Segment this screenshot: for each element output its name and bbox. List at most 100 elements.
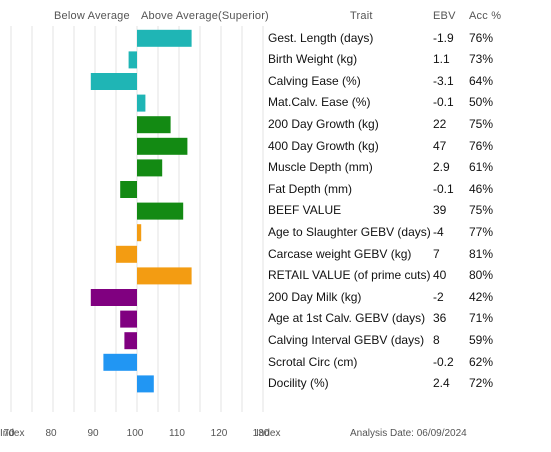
ebv-header: EBV	[433, 10, 456, 22]
bar	[120, 181, 137, 198]
above-average-label: Above Average(Superior)	[141, 10, 269, 22]
x-tick-label: 80	[45, 428, 57, 439]
trait-row: BEEF VALUE 39 75%	[0, 200, 551, 221]
ebv-value: 40	[433, 268, 447, 283]
trait-header: Trait	[350, 10, 373, 22]
ebv-value: -0.2	[433, 354, 454, 369]
trait-row: Docility (%) 2.4 72%	[0, 373, 551, 394]
x-tick-label: 90	[87, 428, 99, 439]
trait-name: 400 Day Growth (kg)	[268, 138, 379, 153]
ebv-value: 22	[433, 116, 447, 131]
acc-value: 50%	[469, 95, 494, 110]
trait-row: Age to Slaughter GEBV (days) -4 77%	[0, 222, 551, 243]
bar	[137, 224, 142, 242]
ebv-value: 36	[433, 311, 447, 326]
ebv-value: 1.1	[433, 52, 450, 67]
trait-name: Calving Interval GEBV (days)	[268, 332, 425, 347]
trait-row: Carcase weight GEBV (kg) 7 81%	[0, 244, 551, 265]
bar	[137, 116, 171, 134]
x-tick-label: 100	[126, 428, 144, 439]
analysis-date: Analysis Date: 06/09/2024	[350, 428, 467, 439]
trait-row: Muscle Depth (mm) 2.9 61%	[0, 157, 551, 178]
acc-value: 73%	[469, 52, 494, 67]
trait-name: Calving Ease (%)	[268, 73, 361, 88]
acc-value: 64%	[469, 73, 494, 88]
bar	[124, 332, 137, 350]
bar	[137, 137, 188, 155]
bar	[137, 159, 163, 177]
ebv-value: 39	[433, 203, 447, 218]
trait-name: 200 Day Milk (kg)	[268, 289, 362, 304]
trait-row: Scrotal Circ (cm) -0.2 62%	[0, 352, 551, 373]
trait-name: Carcase weight GEBV (kg)	[268, 246, 412, 261]
trait-row: 200 Day Milk (kg) -2 42%	[0, 287, 551, 308]
acc-value: 46%	[469, 181, 494, 196]
acc-value: 61%	[469, 160, 494, 175]
acc-value: 76%	[469, 30, 494, 45]
bar	[90, 73, 137, 90]
trait-name: Age to Slaughter GEBV (days)	[268, 224, 431, 239]
trait-row: Calving Interval GEBV (days) 8 59%	[0, 330, 551, 351]
acc-value: 75%	[469, 116, 494, 131]
ebv-value: 8	[433, 332, 440, 347]
bar	[137, 29, 192, 47]
trait-name: Birth Weight (kg)	[268, 52, 358, 67]
trait-name: BEEF VALUE	[268, 203, 342, 218]
index-axis-label-right: Index	[256, 428, 281, 439]
ebv-value: -0.1	[433, 181, 454, 196]
acc-value: 76%	[469, 138, 494, 153]
trait-row: RETAIL VALUE (of prime cuts) 40 80%	[0, 265, 551, 286]
bar	[128, 51, 137, 69]
x-tick-label: 110	[169, 428, 185, 439]
ebv-value: 47	[433, 138, 447, 153]
ebv-value: -1.9	[433, 30, 454, 45]
trait-row: Mat.Calv. Ease (%) -0.1 50%	[0, 92, 551, 113]
bar	[137, 202, 184, 220]
trait-row: Birth Weight (kg) 1.1 73%	[0, 49, 551, 70]
acc-value: 72%	[469, 376, 494, 391]
bar	[137, 375, 154, 393]
acc-value: 81%	[469, 246, 494, 261]
acc-value: 75%	[469, 203, 494, 218]
acc-value: 71%	[469, 311, 494, 326]
trait-name: Age at 1st Calv. GEBV (days)	[268, 311, 426, 326]
trait-row: Age at 1st Calv. GEBV (days) 36 71%	[0, 308, 551, 329]
ebv-value: -4	[433, 224, 444, 239]
trait-name: Gest. Length (days)	[268, 30, 374, 45]
acc-value: 59%	[469, 332, 494, 347]
ebv-value: -0.1	[433, 95, 454, 110]
ebv-value: 2.4	[433, 376, 450, 391]
trait-row: 400 Day Growth (kg) 47 76%	[0, 136, 551, 157]
bar	[137, 267, 192, 285]
trait-name: Muscle Depth (mm)	[268, 160, 373, 175]
acc-value: 62%	[469, 354, 494, 369]
bar	[90, 289, 137, 306]
bar	[120, 310, 137, 328]
acc-value: 77%	[469, 224, 494, 239]
acc-value: 80%	[469, 268, 494, 283]
trait-row: Fat Depth (mm) -0.1 46%	[0, 179, 551, 200]
trait-name: Scrotal Circ (cm)	[268, 354, 358, 369]
acc-header: Acc %	[469, 10, 502, 22]
bar	[103, 353, 137, 371]
x-tick-label: 120	[210, 428, 228, 439]
x-tick-label: 70	[3, 428, 15, 439]
trait-name: 200 Day Growth (kg)	[268, 116, 379, 131]
ebv-value: -2	[433, 289, 444, 304]
ebv-value: 7	[433, 246, 440, 261]
acc-value: 42%	[469, 289, 494, 304]
ebv-value: 2.9	[433, 160, 450, 175]
trait-row: Calving Ease (%) -3.1 64%	[0, 71, 551, 92]
below-average-label: Below Average	[54, 10, 130, 22]
ebv-value: -3.1	[433, 73, 454, 88]
trait-name: Docility (%)	[268, 376, 329, 391]
trait-name: Mat.Calv. Ease (%)	[268, 95, 371, 110]
trait-row: 200 Day Growth (kg) 22 75%	[0, 114, 551, 135]
bar	[137, 94, 146, 112]
x-tick-label: 130	[252, 428, 270, 439]
trait-name: RETAIL VALUE (of prime cuts)	[268, 268, 431, 283]
index-axis-label-left: Index	[0, 428, 25, 439]
bar	[116, 245, 137, 263]
